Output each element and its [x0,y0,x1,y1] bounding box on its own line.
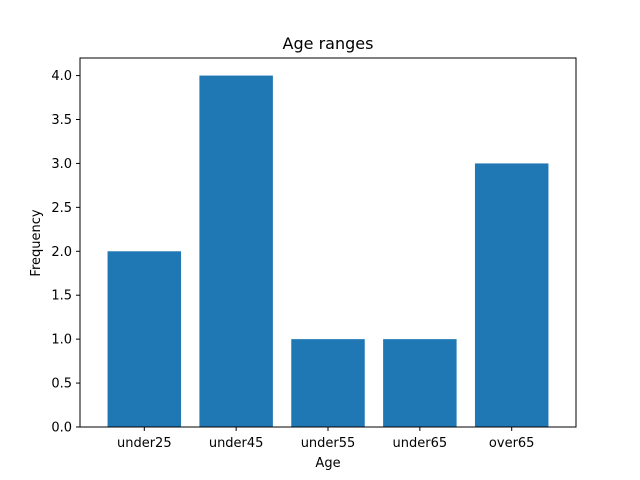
bar-under45 [199,75,273,428]
plot-frame [79,57,577,428]
y-tick-label: 2.0 [51,245,72,260]
y-tick-label: 2.5 [51,201,72,216]
x-tick-label: under65 [393,436,448,451]
y-tick-label: 1.5 [51,289,72,304]
bar-over65 [474,163,549,427]
bar-under25 [107,251,182,427]
chart-title: Age ranges [283,34,374,53]
y-tick-label: 0.0 [51,421,72,436]
bar-under55 [291,339,365,427]
y-axis-ticks: 0.0 0.5 1.0 1.5 2.0 2.5 3.0 3.5 4.0 [51,69,80,436]
y-tick-label: 3.5 [51,113,72,128]
bars-group [107,75,549,428]
y-tick-label: 1.0 [51,333,72,348]
x-tick-label: over65 [489,436,535,451]
bar-under65 [383,339,457,427]
x-tick-label: under55 [301,436,356,451]
x-tick-label: under25 [117,436,172,451]
y-tick-label: 3.0 [51,157,72,172]
y-axis-label: Frequency [29,209,44,276]
y-tick-label: 4.0 [51,69,72,84]
y-tick-label: 0.5 [51,377,72,392]
x-axis-label: Age [315,456,340,471]
x-tick-label: under45 [209,436,264,451]
x-axis-ticks: under25 under45 under55 under65 over65 [117,427,534,451]
